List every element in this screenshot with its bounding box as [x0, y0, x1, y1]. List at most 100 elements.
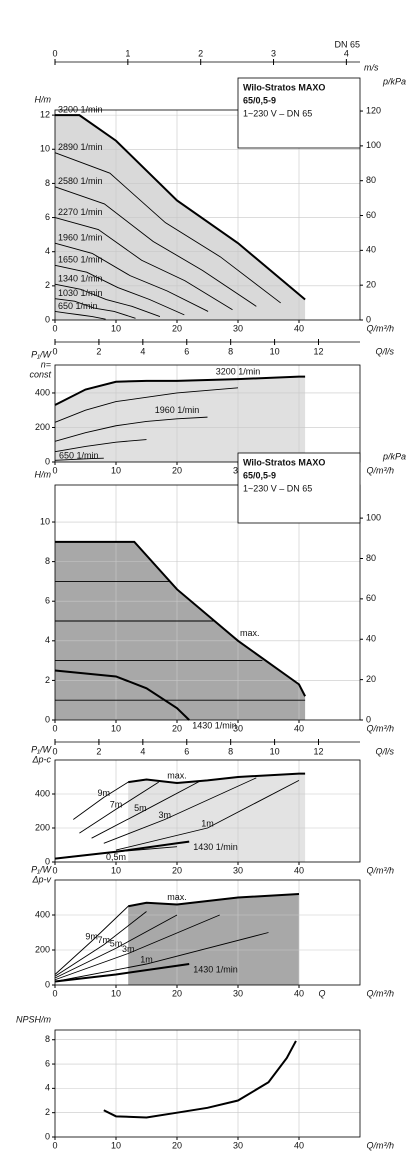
x2-tick-label: 0: [52, 48, 57, 58]
curve-label: 1m: [140, 954, 153, 964]
curve-label: max.: [240, 628, 260, 638]
curve: [54, 932, 269, 982]
y-tick-label: 0: [45, 1131, 50, 1141]
curve-label: 3200 1/min: [58, 104, 103, 114]
plot-frame: [54, 364, 361, 463]
curve: [54, 242, 209, 312]
x3-tick-label: 8: [228, 746, 233, 756]
x3-tick-label: 0: [52, 746, 57, 756]
y-axis-label: Δp-c: [31, 754, 51, 764]
x-tick-label: 0: [52, 465, 57, 475]
x-tick-label: 30: [233, 988, 243, 998]
curve: [54, 840, 190, 860]
curve: [54, 439, 147, 453]
y2-tick-label: 60: [366, 210, 376, 220]
curve: [103, 777, 257, 844]
curve: [54, 264, 185, 316]
x-tick-label: 20: [172, 988, 182, 998]
x2-axis-label: m/s: [364, 62, 379, 72]
curve-label: 1960 1/min: [58, 233, 103, 243]
x-tick-label: 10: [111, 465, 121, 475]
curve: [54, 963, 190, 983]
curve: [55, 114, 306, 301]
x3-tick-label: 8: [228, 346, 233, 356]
x-tick-label: 40: [294, 1140, 304, 1150]
y2-tick-label: 40: [366, 634, 376, 644]
curve: [91, 780, 202, 839]
curve-label: 1960 1/min: [155, 405, 200, 415]
curve: [54, 375, 306, 406]
y-tick-label: 0: [45, 714, 50, 724]
y-tick-label: 10: [40, 144, 50, 154]
curve: [54, 911, 147, 977]
x-tick-label: 20: [172, 865, 182, 875]
curve-label: 3200 1/min: [216, 367, 261, 377]
y2-tick-label: 120: [366, 105, 381, 115]
curve-label: 650 1/min: [59, 451, 99, 461]
info-box: [237, 452, 361, 524]
info-text: 1~230 V – DN 65: [243, 483, 312, 493]
x3-tick-label: 2: [96, 346, 101, 356]
curve-label: 7m: [98, 935, 111, 945]
y2-tick-label: 80: [366, 175, 376, 185]
y2-tick-label: 20: [366, 280, 376, 290]
x-tick-label: 20: [172, 465, 182, 475]
y-axis-label: Δp-v: [31, 874, 51, 884]
curve: [79, 781, 159, 834]
x-axis-label: Q/m³/h: [366, 865, 394, 875]
x3-tick-label: 2: [96, 746, 101, 756]
curve-label: 5m: [110, 939, 123, 949]
y-tick-label: 200: [35, 422, 50, 432]
x2-tick-label: 3: [271, 48, 276, 58]
y-axis-label: P₁/W: [31, 349, 52, 359]
x2-tick-label: 1: [125, 48, 130, 58]
curve-label: 2580 1/min: [58, 176, 103, 186]
plot-frame: [54, 879, 361, 986]
x3-tick-label: 6: [184, 346, 189, 356]
y-tick-label: 8: [45, 1034, 50, 1044]
curve: [54, 298, 136, 319]
y2-axis-label: p/kPa: [382, 451, 406, 461]
x-axis-note: Q: [318, 988, 325, 998]
x-tick-label: 0: [52, 323, 57, 333]
y-tick-label: 6: [45, 596, 50, 606]
y-tick-label: 4: [45, 635, 50, 645]
x-tick-label: 40: [294, 865, 304, 875]
curve: [54, 311, 106, 320]
info-text: 65/0,5-9: [243, 95, 276, 105]
area: [55, 541, 306, 720]
x2-tick-label: 2: [198, 48, 203, 58]
y-tick-label: 12: [40, 109, 50, 119]
info-text: Wilo-Stratos MAXO: [243, 457, 325, 467]
x-tick-label: 40: [294, 988, 304, 998]
x-tick-label: 30: [233, 323, 243, 333]
curve-label: 1030 1/min: [58, 288, 103, 298]
area: [128, 894, 299, 985]
y-tick-label: 0: [45, 979, 50, 989]
y2-tick-label: 60: [366, 593, 376, 603]
y2-tick-label: 0: [366, 314, 371, 324]
curve: [128, 893, 300, 908]
curve-label: 3m: [122, 944, 135, 954]
x3-tick-label: 12: [313, 346, 323, 356]
x3-tick-label: 4: [140, 746, 145, 756]
curve-label: 2270 1/min: [58, 207, 103, 217]
curve-label: 9m: [98, 788, 111, 798]
x-axis-label: Q/m³/h: [366, 465, 394, 475]
curve-label: 1430 1/min: [193, 964, 238, 974]
x3-tick-label: 0: [52, 346, 57, 356]
curve: [54, 457, 104, 461]
x3-tick-label: 6: [184, 746, 189, 756]
curve-label: 5m: [134, 803, 147, 813]
info-box: [237, 77, 361, 149]
plot-frame: [54, 1029, 361, 1138]
curve: [54, 186, 257, 307]
x3-tick-label: 10: [270, 746, 280, 756]
x-tick-label: 20: [172, 1140, 182, 1150]
y-axis-label: H/m: [35, 94, 52, 104]
curve-label: 1430 1/min: [193, 842, 238, 852]
y2-tick-label: 20: [366, 674, 376, 684]
x2-tick-label: 4: [344, 48, 349, 58]
curve-label: 1340 1/min: [58, 274, 103, 284]
y2-tick-label: 0: [366, 714, 371, 724]
